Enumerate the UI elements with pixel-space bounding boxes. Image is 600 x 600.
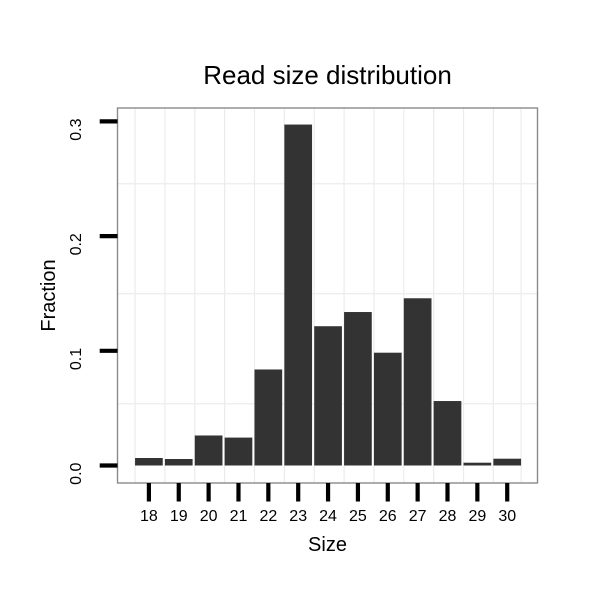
svg-text:Size: Size [308, 534, 347, 556]
svg-text:27: 27 [409, 508, 427, 525]
svg-text:26: 26 [379, 508, 397, 525]
svg-text:19: 19 [170, 508, 188, 525]
svg-text:0.3: 0.3 [68, 118, 85, 140]
svg-text:25: 25 [349, 508, 367, 525]
svg-text:0.1: 0.1 [68, 348, 85, 370]
svg-text:18: 18 [140, 508, 158, 525]
svg-text:21: 21 [230, 508, 248, 525]
svg-text:29: 29 [468, 508, 486, 525]
svg-text:0.2: 0.2 [68, 233, 85, 255]
svg-text:24: 24 [319, 508, 337, 525]
svg-text:0.0: 0.0 [68, 462, 85, 484]
svg-text:22: 22 [259, 508, 277, 525]
svg-text:20: 20 [200, 508, 218, 525]
svg-text:28: 28 [439, 508, 457, 525]
svg-text:Read size distribution: Read size distribution [203, 60, 452, 90]
svg-text:30: 30 [498, 508, 516, 525]
svg-text:23: 23 [289, 508, 307, 525]
svg-text:Fraction: Fraction [38, 259, 60, 331]
